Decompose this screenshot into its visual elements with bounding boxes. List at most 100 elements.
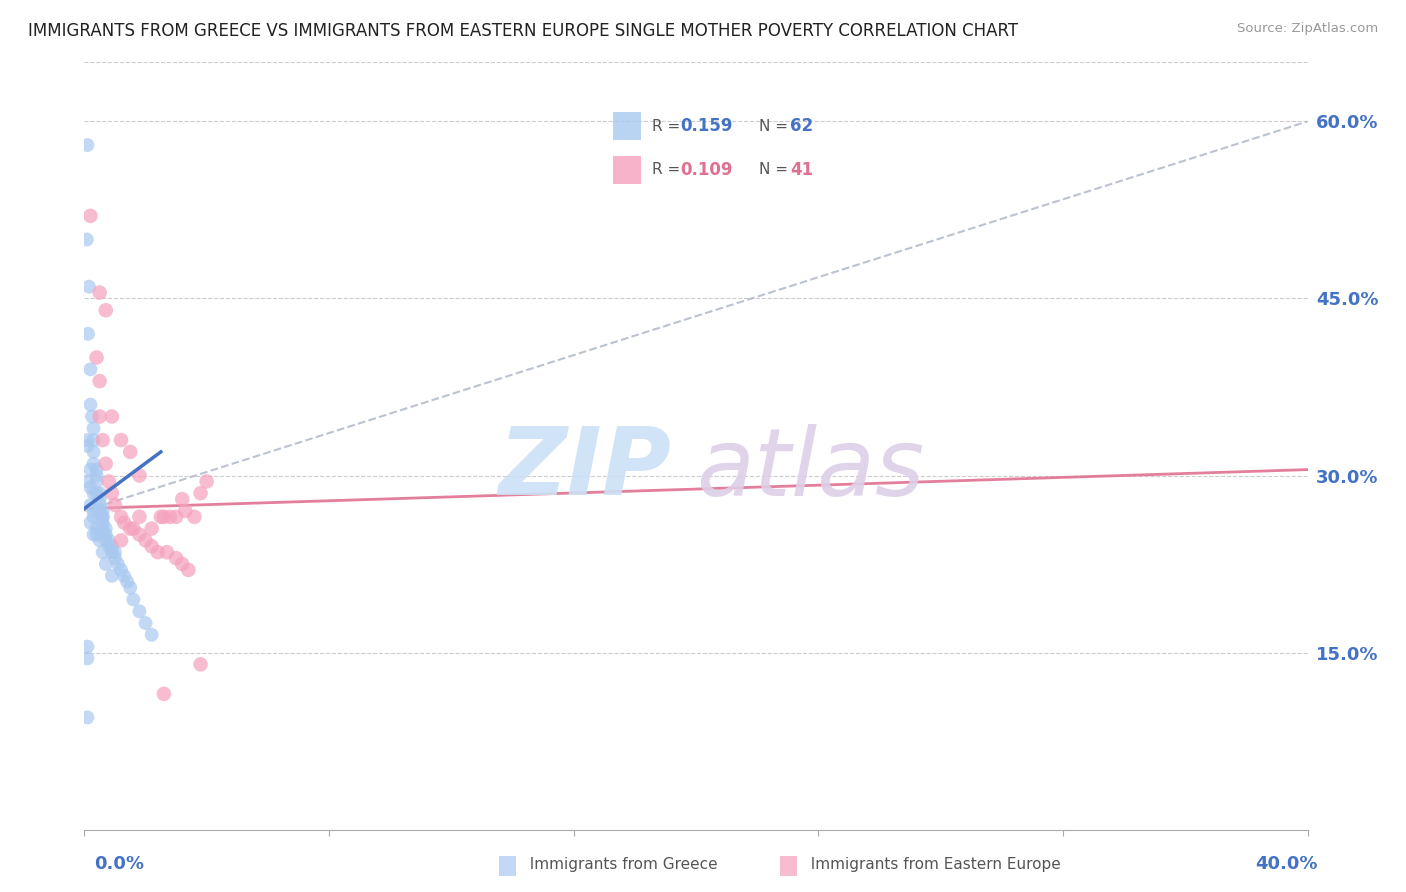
Point: [89, 285, 111, 300]
Point: [89, 533, 111, 548]
Point: [128, 509, 150, 524]
Point: [141, 628, 163, 642]
Text: R =: R =: [652, 162, 681, 178]
Point: [97, 539, 120, 553]
Point: [94, 522, 117, 536]
Text: Immigrants from Greece: Immigrants from Greece: [520, 857, 718, 872]
Point: [112, 569, 135, 583]
Point: [120, 581, 142, 595]
Point: [76, 640, 98, 654]
Point: [91, 522, 114, 536]
Point: [76, 475, 98, 489]
Point: [146, 545, 169, 559]
Point: [156, 545, 179, 559]
Point: [122, 522, 145, 536]
Point: [76, 710, 98, 724]
Point: [91, 509, 114, 524]
Point: [128, 527, 150, 541]
Point: [107, 557, 129, 571]
Point: [135, 533, 157, 548]
Point: [76, 232, 98, 246]
Point: [97, 475, 120, 489]
Point: [94, 533, 117, 548]
Point: [91, 509, 114, 524]
Text: IMMIGRANTS FROM GREECE VS IMMIGRANTS FROM EASTERN EUROPE SINGLE MOTHER POVERTY C: IMMIGRANTS FROM GREECE VS IMMIGRANTS FRO…: [28, 22, 1018, 40]
Text: 0.0%: 0.0%: [94, 855, 145, 872]
Point: [83, 421, 105, 435]
Point: [165, 551, 187, 566]
Point: [141, 522, 163, 536]
Point: [89, 374, 111, 388]
Point: [110, 509, 132, 524]
Point: [76, 439, 98, 453]
Bar: [613, 112, 641, 140]
Point: [91, 516, 114, 530]
Point: [159, 509, 181, 524]
Point: [83, 445, 105, 459]
Point: [101, 539, 124, 553]
Point: [153, 687, 176, 701]
Point: [79, 209, 101, 223]
Point: [101, 409, 124, 424]
Point: [86, 462, 108, 476]
Point: [91, 545, 114, 559]
Point: [77, 279, 100, 293]
Point: [94, 527, 117, 541]
Text: 0.109: 0.109: [681, 161, 733, 179]
Point: [89, 492, 111, 507]
Point: [80, 409, 103, 424]
Point: [183, 509, 205, 524]
Point: [86, 468, 108, 483]
Point: [94, 457, 117, 471]
Point: [101, 545, 124, 559]
Point: [89, 486, 111, 500]
Point: [115, 574, 138, 589]
Text: ZIP: ZIP: [499, 423, 672, 515]
Point: [97, 533, 120, 548]
Point: [83, 527, 105, 541]
Point: [120, 522, 142, 536]
Point: [153, 509, 176, 524]
Point: [89, 504, 111, 518]
Point: [149, 509, 172, 524]
Text: 62: 62: [790, 118, 813, 136]
Point: [77, 326, 100, 341]
Point: [79, 516, 101, 530]
Point: [91, 504, 114, 518]
Point: [79, 398, 101, 412]
Point: [86, 351, 108, 365]
Point: [76, 651, 98, 665]
Point: [79, 362, 101, 376]
Point: [110, 533, 132, 548]
Point: [89, 498, 111, 512]
Point: [165, 509, 187, 524]
Point: [76, 138, 98, 153]
Point: [86, 486, 108, 500]
Point: [172, 557, 194, 571]
Point: [83, 509, 105, 524]
Point: [94, 557, 117, 571]
Point: [86, 527, 108, 541]
Point: [135, 615, 157, 630]
Point: [101, 486, 124, 500]
Text: 0.159: 0.159: [681, 118, 733, 136]
Point: [83, 433, 105, 447]
Point: [79, 462, 101, 476]
Point: [110, 563, 132, 577]
Text: atlas: atlas: [696, 424, 924, 515]
Text: Source: ZipAtlas.com: Source: ZipAtlas.com: [1237, 22, 1378, 36]
Point: [122, 592, 145, 607]
Point: [177, 563, 200, 577]
Point: [141, 539, 163, 553]
Point: [86, 522, 108, 536]
Point: [91, 433, 114, 447]
Point: [174, 504, 197, 518]
Point: [86, 475, 108, 489]
Point: [128, 468, 150, 483]
Text: R =: R =: [652, 119, 681, 134]
Point: [76, 433, 98, 447]
Point: [120, 445, 142, 459]
Point: [104, 545, 127, 559]
Point: [195, 475, 218, 489]
Point: [101, 569, 124, 583]
